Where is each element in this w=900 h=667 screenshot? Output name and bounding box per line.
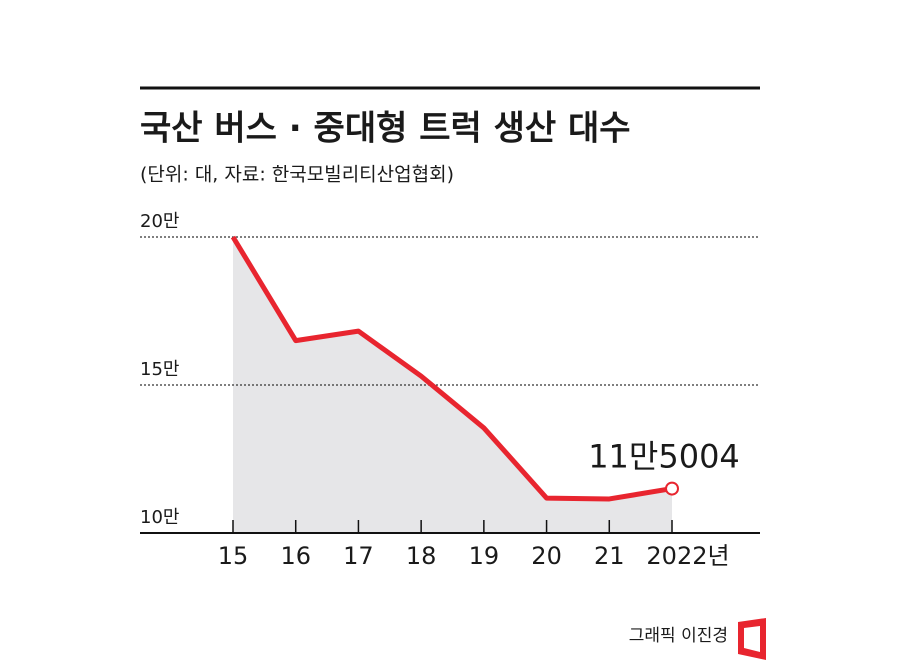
chart-title: 국산 버스 · 중대형 트럭 생산 대수 bbox=[140, 109, 631, 149]
x-tick-label: 19 bbox=[469, 542, 500, 570]
x-tick-label: 21 bbox=[594, 542, 625, 570]
chart-subtitle: (단위: 대, 자료: 한국모빌리티산업협회) bbox=[140, 164, 454, 186]
area bbox=[233, 237, 672, 533]
x-tick-label: 18 bbox=[406, 542, 437, 570]
y-tick-label: 15만 bbox=[140, 359, 179, 380]
credit: 그래픽 이진경 bbox=[629, 626, 728, 646]
x-tick-label: 16 bbox=[280, 542, 311, 570]
x-tick-label: 20 bbox=[531, 542, 562, 570]
x-tick-label: 17 bbox=[343, 542, 374, 570]
y-tick-label: 20만 bbox=[140, 211, 179, 232]
end-marker bbox=[665, 481, 679, 496]
value-label: 11만5004 bbox=[588, 438, 740, 476]
logo bbox=[738, 618, 766, 660]
y-tick-label: 10만 bbox=[140, 507, 179, 528]
x-tick-label: 2022년 bbox=[646, 542, 729, 570]
x-tick-label: 15 bbox=[218, 542, 249, 570]
line bbox=[230, 235, 673, 502]
